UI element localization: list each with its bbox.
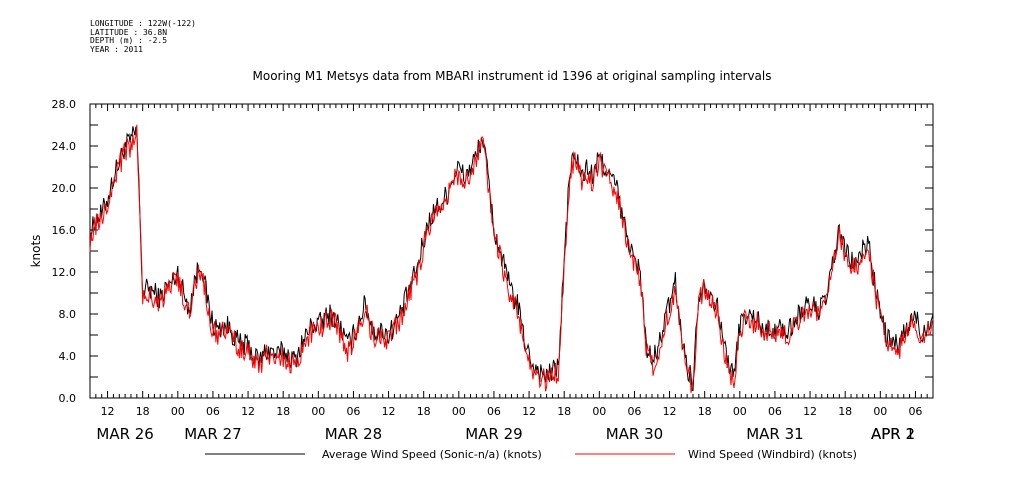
- x-day-label: MAR 26: [96, 425, 153, 443]
- x-hour-label: 06: [487, 405, 501, 418]
- y-tick-label: 12.0: [52, 266, 77, 279]
- legend-label-average: Average Wind Speed (Sonic-n/a) (knots): [322, 448, 542, 461]
- year-text: YEAR : 2011: [90, 44, 143, 54]
- x-day-label: MAR 31: [746, 425, 803, 443]
- latitude-text: LATITUDE : 36.8N: [90, 27, 168, 37]
- plot-frame: [89, 103, 934, 399]
- x-hour-label: 00: [592, 405, 606, 418]
- legend: Average Wind Speed (Sonic-n/a) (knots) W…: [205, 448, 857, 461]
- x-day-label: MAR 27: [184, 425, 241, 443]
- x-hour-label: 18: [838, 405, 852, 418]
- x-hour-label: 12: [663, 405, 677, 418]
- metadata-block: LONGITUDE : 122W(-122) LATITUDE : 36.8N …: [90, 19, 196, 54]
- series-line-1: [89, 124, 934, 393]
- x-hour-label: 12: [382, 405, 396, 418]
- y-tick-label: 4.0: [59, 350, 77, 363]
- x-day-label: APR 2: [871, 425, 915, 443]
- x-hour-label: 06: [206, 405, 220, 418]
- series-group: [89, 124, 934, 393]
- x-hour-label: 00: [171, 405, 185, 418]
- x-hour-label: 06: [346, 405, 360, 418]
- x-hour-label: 18: [417, 405, 431, 418]
- x-hour-label: 00: [733, 405, 747, 418]
- x-hour-label: 06: [908, 405, 922, 418]
- x-day-label: APR 1: [871, 425, 915, 443]
- x-hour-label: 12: [803, 405, 817, 418]
- chart-title: Mooring M1 Metsys data from MBARI instru…: [253, 69, 772, 83]
- x-hour-label: 00: [311, 405, 325, 418]
- y-tick-label: 24.0: [52, 140, 77, 153]
- x-hour-label: 00: [873, 405, 887, 418]
- x-hour-label: 06: [627, 405, 641, 418]
- x-hour-label: 18: [698, 405, 712, 418]
- x-hour-label: 18: [276, 405, 290, 418]
- x-hour-label: 06: [768, 405, 782, 418]
- x-axis: 12 18 00 06 12 18 00 06 12 18 00 06 12 18 00 06 12 18 00 06…: [89, 104, 934, 443]
- x-hour-label: 18: [136, 405, 150, 418]
- series-line-0: [89, 126, 934, 392]
- x-hour-label: 12: [101, 405, 115, 418]
- y-tick-label: 16.0: [52, 224, 77, 237]
- x-hour-label: 18: [557, 405, 571, 418]
- longitude-text: LONGITUDE : 122W(-122): [90, 19, 196, 28]
- y-axis-label: knots: [29, 235, 43, 268]
- x-hour-label: 12: [522, 405, 536, 418]
- depth-text: DEPTH (m) : -2.5: [90, 36, 168, 46]
- x-day-label: MAR 30: [606, 425, 663, 443]
- x-day-label: MAR 29: [465, 425, 522, 443]
- x-day-label: MAR 28: [325, 425, 382, 443]
- y-tick-label: 8.0: [59, 308, 77, 321]
- legend-label-windbird: Wind Speed (Windbird) (knots): [688, 448, 857, 461]
- y-tick-label: 0.0: [59, 392, 77, 405]
- y-tick-label: 20.0: [52, 182, 77, 195]
- x-hour-label: 00: [452, 405, 466, 418]
- y-tick-label: 28.0: [52, 98, 77, 111]
- x-hour-label: 12: [241, 405, 255, 418]
- y-axis: 0.0 4.0 8.0 12.0 16.0 20.0 24.0 28.0: [52, 98, 933, 405]
